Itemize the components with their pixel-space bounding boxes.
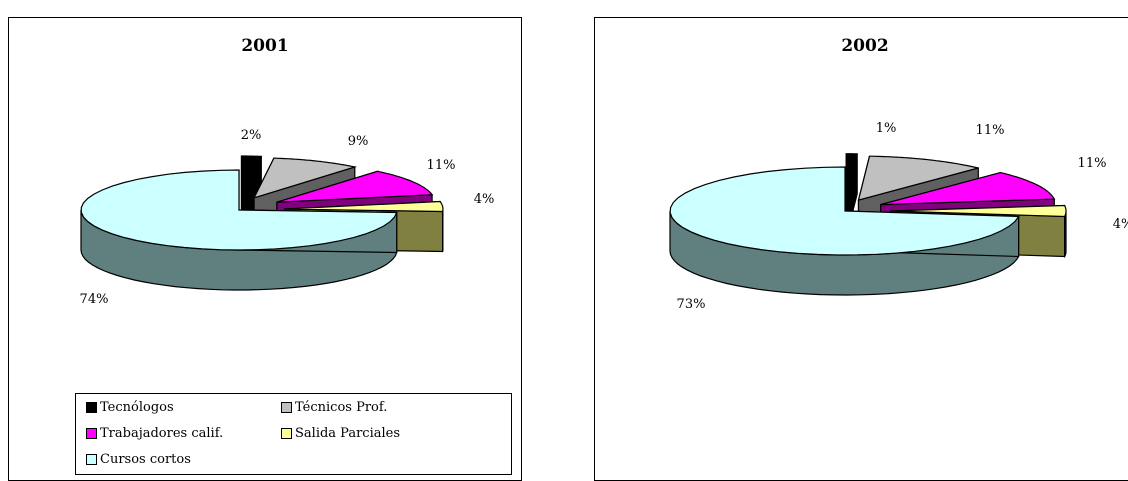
legend-item-tecnicos-prof: Técnicos Prof. <box>281 400 387 415</box>
legend-swatch <box>281 428 292 439</box>
legend-item-cursos-cortos: Cursos cortos <box>86 452 191 467</box>
data-label: 11% <box>1078 156 1107 171</box>
legend-label: Salida Parciales <box>295 426 400 441</box>
pie-chart-2002: 1% 11% 11% 4% 73% <box>595 18 1128 480</box>
legend-item-trabajadores-calif: Trabajadores calif. <box>86 426 223 441</box>
legend-swatch <box>281 402 292 413</box>
legend-swatch <box>86 402 97 413</box>
legend-swatch <box>86 454 97 465</box>
chart-2002: 2002 1%11%11%4%73% <box>594 17 1128 481</box>
legend-item-tecnologos: Tecnólogos <box>86 400 174 415</box>
legend-label: Tecnólogos <box>100 400 174 415</box>
data-label: 4% <box>474 192 495 207</box>
legend-label: Cursos cortos <box>100 452 191 467</box>
chart-2001: 2001 2%9%11%4%74% Tecnólogos Técnicos Pr… <box>8 17 522 481</box>
data-label: 11% <box>427 158 456 173</box>
data-label: 2% <box>241 128 262 143</box>
data-label: 1% <box>876 121 897 136</box>
data-label: 73% <box>677 297 706 312</box>
data-label: 4% <box>1113 217 1128 232</box>
legend-label: Trabajadores calif. <box>100 426 223 441</box>
legend: Tecnólogos Técnicos Prof. Trabajadores c… <box>75 393 512 475</box>
data-label: 74% <box>80 292 109 307</box>
legend-swatch <box>86 428 97 439</box>
data-label: 9% <box>348 134 369 149</box>
legend-label: Técnicos Prof. <box>295 400 387 415</box>
legend-item-salida-parciales: Salida Parciales <box>281 426 400 441</box>
data-label: 11% <box>976 123 1005 138</box>
